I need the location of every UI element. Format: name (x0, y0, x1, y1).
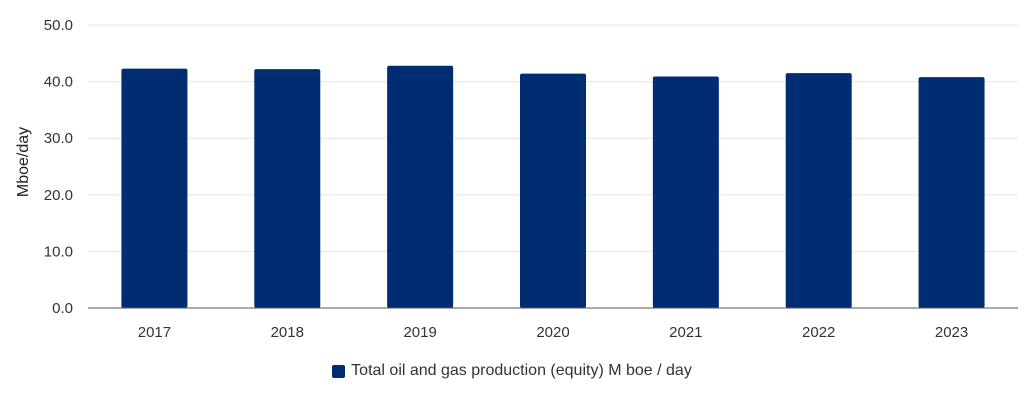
bar-chart: 0.0 10.0 20.0 30.0 40.0 50.0 2017 2018 2019 2020… (15, 17, 1018, 341)
y-tick-label: 10.0 (44, 243, 73, 260)
bar-2020[interactable] (520, 73, 586, 309)
y-tick-label: 20.0 (44, 187, 73, 204)
legend-label: Total oil and gas production (equity) M … (351, 362, 692, 379)
y-tick-label: 40.0 (44, 74, 73, 91)
x-tick-label: 2020 (536, 324, 569, 341)
bar-2017[interactable] (121, 68, 188, 308)
x-tick-label: 2021 (669, 324, 702, 341)
y-tick-label: 50.0 (44, 17, 73, 34)
legend: Total oil and gas production (equity) M … (0, 362, 1024, 380)
legend-item[interactable]: Total oil and gas production (equity) M … (332, 362, 692, 380)
legend-swatch (332, 364, 346, 378)
y-tick-label: 30.0 (44, 130, 73, 147)
bars (121, 65, 985, 309)
bar-2019[interactable] (387, 65, 454, 308)
bar-2022[interactable] (785, 73, 852, 308)
bar-2021[interactable] (652, 76, 719, 308)
bar-2023[interactable] (918, 77, 985, 309)
y-axis-title: Mboe/day (15, 127, 32, 197)
x-axis-ticks: 2017 2018 2019 2020 2021 2022 2023 (138, 324, 969, 341)
x-tick-label: 2017 (138, 324, 171, 341)
bar-2018[interactable] (254, 69, 321, 308)
y-axis-ticks: 0.0 10.0 20.0 30.0 40.0 50.0 (44, 17, 73, 317)
x-tick-label: 2022 (802, 324, 835, 341)
y-tick-label: 0.0 (52, 300, 73, 317)
x-tick-label: 2023 (935, 324, 968, 341)
x-tick-label: 2018 (271, 324, 304, 341)
x-tick-label: 2019 (403, 324, 436, 341)
